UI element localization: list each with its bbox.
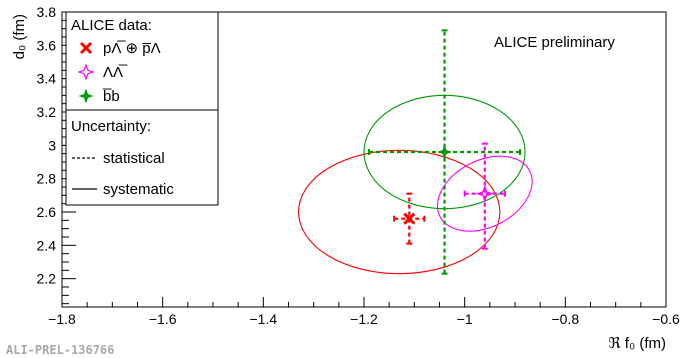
axis-layer: −1.8 −1.6 −1.4 −1.2 −1 −0.8 −0.6 2.2 2.4 2.6 2.8 3 3… (11, 4, 680, 352)
systematic-ellipse (298, 149, 501, 275)
y-tick-label: 2.6 (37, 204, 57, 220)
legend-data-box (65, 11, 219, 111)
x-tick-label: −1 (457, 311, 473, 327)
x-tick-label: −1.8 (48, 311, 76, 327)
legend-label-pbar-lambda: pΛ̅ ⊕ p̅Λ (103, 40, 161, 57)
legend-marker-glyph (77, 63, 95, 81)
y-tick-label: 2.4 (37, 237, 57, 253)
watermark-label: ALI-PREL-136766 (6, 343, 114, 357)
legend-marker-bbar-b (78, 88, 94, 104)
x-tick-label: −1.6 (149, 311, 177, 327)
y-tick-label: 3 (48, 137, 56, 153)
x-axis-title: ℜ f₀ (fm) (608, 335, 666, 352)
preliminary-annotation: ALICE preliminary (494, 34, 615, 51)
data-point (403, 212, 416, 225)
y-tick-label: 2.8 (37, 171, 57, 187)
y-tick-label: 3.2 (37, 104, 57, 120)
x-tick-label: −1.2 (350, 311, 378, 327)
x-tick-label: −1.4 (250, 311, 278, 327)
legend-marker-glyph (78, 88, 94, 104)
legend-marker-pbar-lambda (79, 41, 93, 55)
legend-statistical-label: statistical (103, 150, 165, 167)
data-point (437, 144, 453, 160)
legend: ALICE data: pΛ̅ ⊕ p̅Λ ΛΛ̅ b̅b Uncertaint… (65, 11, 219, 206)
legend-marker-glyph (79, 41, 93, 55)
legend-systematic-label: systematic (103, 181, 174, 198)
x-tick-label: −0.8 (552, 311, 580, 327)
systematic-ellipse (436, 155, 533, 232)
legend-label-lambda-lambdabar: ΛΛ̅ (103, 64, 128, 81)
y-axis-title: d₀ (fm) (11, 14, 28, 59)
y-tick-label: 3.8 (37, 4, 57, 20)
y-tick-label: 3.4 (37, 71, 57, 87)
data-layer (298, 29, 533, 275)
legend-uncertainty-header: Uncertainty: (71, 118, 151, 135)
x-tick-label: −0.6 (652, 311, 680, 327)
legend-marker-lambda-lambdabar (77, 63, 95, 81)
y-tick-label: 2.2 (37, 271, 57, 287)
y-tick-label: 3.6 (37, 37, 57, 53)
legend-label-bbar-b: b̅b (102, 88, 119, 105)
data-point (476, 184, 494, 203)
legend-data-header: ALICE data: (71, 17, 152, 34)
